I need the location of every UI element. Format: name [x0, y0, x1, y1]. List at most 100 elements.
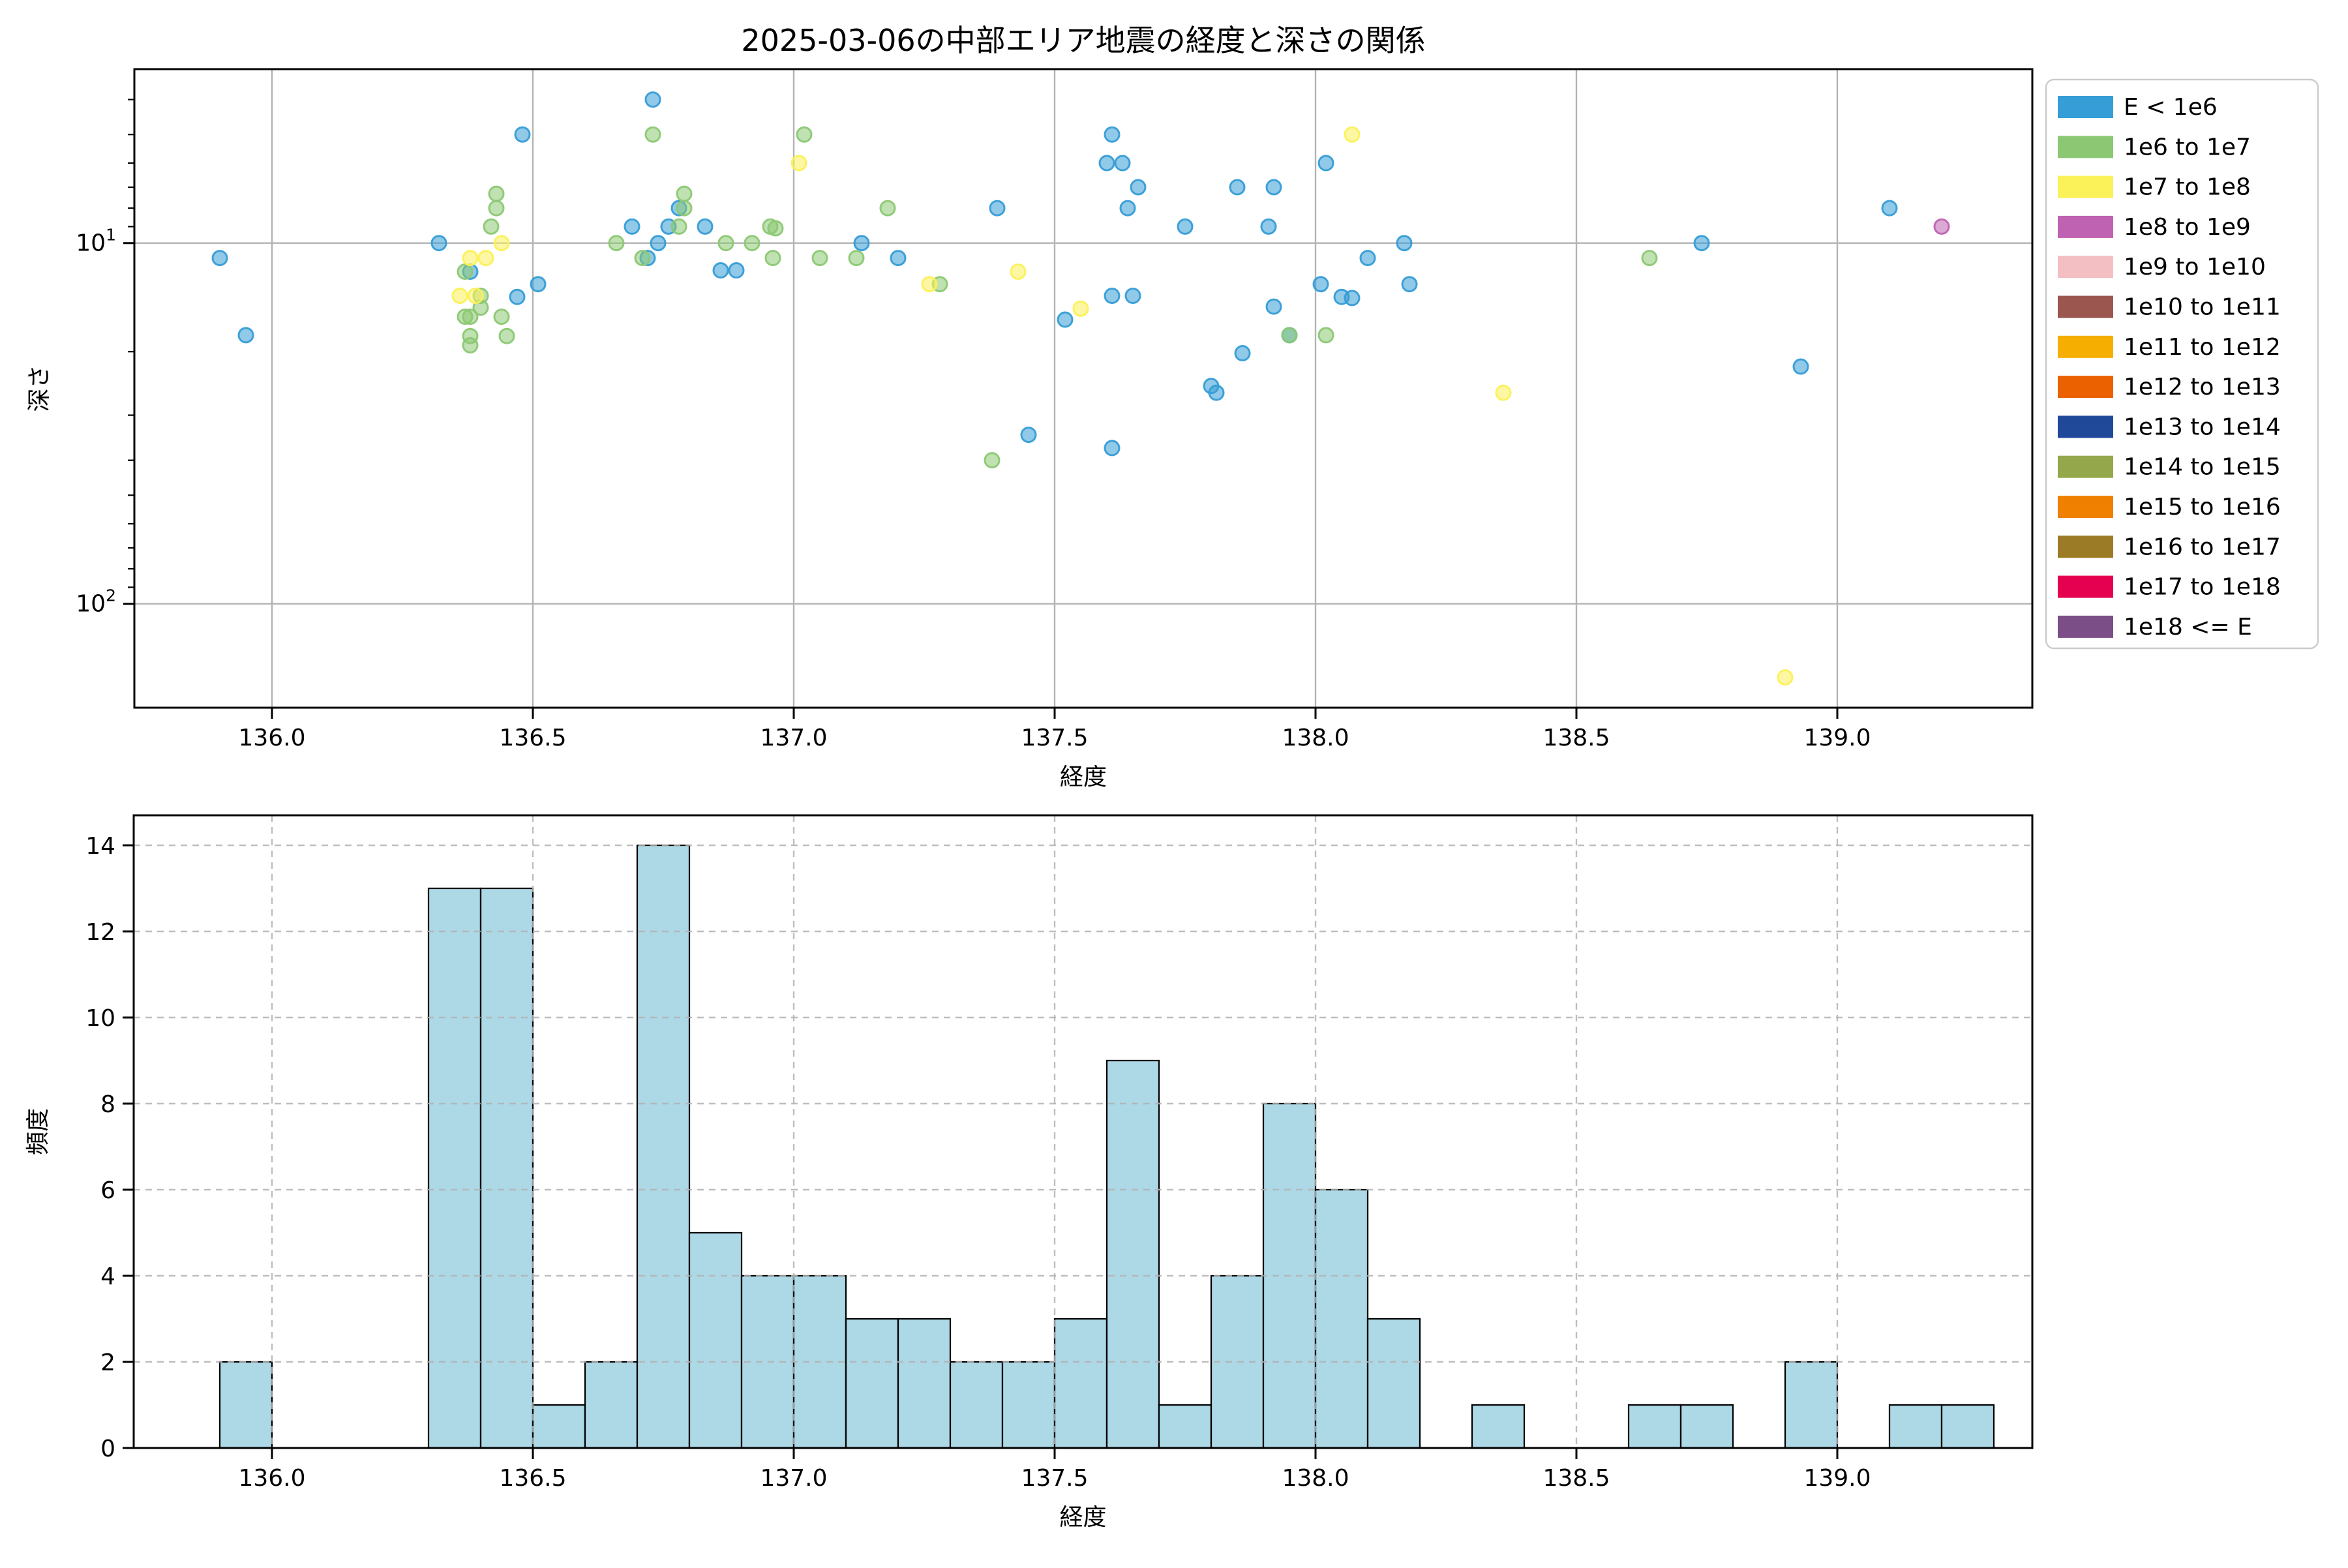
- legend-label: 1e11 to 1e12: [2124, 334, 2281, 361]
- x-axis-label: 経度: [1059, 1504, 1106, 1531]
- legend-label: 1e16 to 1e17: [2124, 534, 2281, 560]
- hist-bar: [688, 1231, 743, 1449]
- legend-label: 1e15 to 1e16: [2124, 494, 2281, 520]
- scatter-point: [1104, 126, 1121, 143]
- scatter-point: [796, 126, 813, 143]
- scatter-point: [1641, 250, 1658, 267]
- scatter-point: [1317, 327, 1334, 344]
- scatter-point: [853, 235, 870, 252]
- x-tick-label: 137.0: [760, 1465, 827, 1492]
- scatter-point: [514, 126, 531, 143]
- scatter-point: [1265, 179, 1282, 196]
- scatter-point: [1401, 276, 1418, 293]
- figure-title: 2025-03-06の中部エリア地震の経度と深さの関係: [741, 23, 1425, 58]
- scatter-point: [1693, 235, 1710, 252]
- scatter-point: [462, 337, 479, 354]
- scatter-y-minor-ticks: [128, 98, 134, 588]
- scatter-point: [676, 200, 693, 217]
- legend-label: 1e8 to 1e9: [2124, 214, 2251, 241]
- scatter-plot: 136.0 136.5 137.0 137.5 138.0 138.5 139.0 経度 101…: [26, 68, 2034, 791]
- scatter-point: [890, 250, 907, 267]
- scatter-point: [1281, 327, 1298, 344]
- scatter-point: [488, 200, 505, 217]
- x-tick-label: 136.5: [499, 725, 566, 751]
- y-tick-label: 14: [85, 833, 115, 860]
- scatter-points: [211, 91, 1950, 686]
- scatter-point: [467, 288, 484, 305]
- scatter-point: [1104, 288, 1121, 305]
- scatter-point: [1124, 288, 1141, 305]
- x-tick-label: 136.0: [238, 1465, 305, 1492]
- legend-swatch: [2058, 256, 2113, 279]
- figure-title-layer: 2025-03-06の中部エリア地震の経度と深さの関係: [741, 23, 1425, 58]
- y-tick-label: 4: [100, 1263, 115, 1290]
- scatter-point: [712, 262, 729, 279]
- scatter-point: [1317, 155, 1334, 172]
- y-tick-label: 6: [100, 1177, 115, 1204]
- x-tick-label: 139.0: [1803, 725, 1871, 751]
- scatter-point: [1114, 155, 1131, 172]
- legend-label: E < 1e6: [2124, 94, 2218, 121]
- scatter-point: [644, 126, 661, 143]
- legend-label: 1e12 to 1e13: [2124, 374, 2281, 400]
- hist-bars: [218, 844, 1995, 1449]
- hist-bar: [1679, 1404, 1734, 1449]
- x-tick-label: 137.0: [760, 725, 827, 751]
- scatter-spines: [133, 68, 2034, 709]
- x-tick-label: 136.0: [238, 725, 305, 751]
- scatter-point: [457, 263, 474, 280]
- scatter-point: [462, 309, 479, 325]
- scatter-point: [1072, 300, 1089, 317]
- scatter-point: [608, 235, 625, 252]
- hist-bar: [1053, 1318, 1108, 1449]
- legend-label: 1e17 to 1e18: [2124, 574, 2281, 601]
- scatter-point: [744, 235, 760, 252]
- legend-swatch: [2058, 496, 2113, 518]
- scatter-point: [1881, 200, 1898, 217]
- scatter-point: [624, 218, 640, 235]
- hist-bar: [636, 844, 691, 1449]
- legend-box: [2045, 78, 2319, 650]
- scatter-point: [462, 250, 479, 267]
- legend-label: 1e7 to 1e8: [2124, 174, 2251, 201]
- scatter-point: [1098, 155, 1115, 172]
- x-tick-label: 138.0: [1282, 1465, 1349, 1492]
- scatter-point: [670, 218, 687, 235]
- scatter-point: [1104, 440, 1121, 457]
- scatter-point: [1312, 276, 1329, 293]
- scatter-point: [1396, 235, 1413, 252]
- y-tick-label: 102: [76, 586, 116, 618]
- scatter-point: [1229, 179, 1246, 196]
- legend-swatch: [2058, 535, 2113, 558]
- scatter-point: [509, 288, 526, 305]
- scatter-point: [493, 235, 510, 252]
- scatter-point: [676, 185, 693, 202]
- scatter-point: [483, 218, 500, 235]
- legend-swatch: [2058, 136, 2113, 158]
- scatter-point: [921, 276, 938, 293]
- scatter-point: [790, 155, 807, 172]
- hist-bar: [897, 1318, 952, 1449]
- hist-bar: [1784, 1361, 1839, 1449]
- scatter-point: [498, 327, 515, 344]
- scatter-x-ticks: [123, 242, 1839, 719]
- legend-label: 1e13 to 1e14: [2124, 414, 2281, 440]
- y-tick-label: 101: [76, 226, 116, 257]
- legend-swatch: [2058, 96, 2113, 118]
- scatter-point: [1177, 218, 1194, 235]
- y-tick-label: 2: [100, 1349, 115, 1376]
- scatter-grid: [134, 69, 2032, 708]
- scatter-point: [728, 262, 745, 279]
- y-tick-label: 12: [85, 919, 115, 946]
- scatter-point: [1020, 427, 1037, 444]
- hist-bar: [1001, 1361, 1056, 1449]
- hist-bar: [218, 1361, 273, 1449]
- scatter-point: [1933, 218, 1950, 235]
- y-tick-label: 10: [85, 1005, 115, 1032]
- x-tick-label: 137.5: [1021, 1465, 1088, 1492]
- scatter-point: [848, 250, 865, 267]
- scatter-point: [1359, 250, 1376, 267]
- scatter-point: [488, 185, 505, 202]
- hist-bar: [479, 887, 534, 1449]
